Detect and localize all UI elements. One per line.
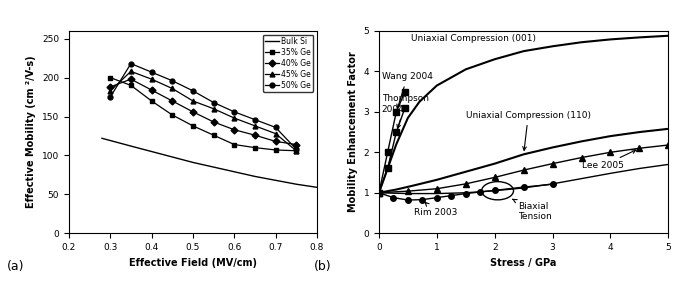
35% Ge xyxy=(168,113,176,117)
45% Ge xyxy=(271,132,280,135)
35% Ge xyxy=(230,143,238,146)
Bulk Si xyxy=(271,179,280,182)
35% Ge xyxy=(271,148,280,152)
35% Ge xyxy=(209,133,218,137)
Bulk Si xyxy=(313,186,321,189)
Legend: Bulk Si, 35% Ge, 40% Ge, 45% Ge, 50% Ge: Bulk Si, 35% Ge, 40% Ge, 45% Ge, 50% Ge xyxy=(263,35,313,92)
35% Ge xyxy=(147,99,156,103)
X-axis label: Stress / GPa: Stress / GPa xyxy=(491,257,557,268)
50% Ge xyxy=(147,71,156,74)
45% Ge xyxy=(251,124,259,128)
40% Ge xyxy=(189,110,197,114)
35% Ge xyxy=(127,84,135,87)
40% Ge xyxy=(251,133,259,137)
45% Ge xyxy=(230,116,238,120)
Bulk Si xyxy=(127,144,135,148)
Line: 40% Ge: 40% Ge xyxy=(107,77,299,147)
50% Ge xyxy=(168,79,176,82)
35% Ge xyxy=(251,146,259,149)
50% Ge xyxy=(292,148,300,151)
45% Ge xyxy=(106,89,114,92)
35% Ge xyxy=(106,76,114,79)
Text: Rim 2003: Rim 2003 xyxy=(413,203,457,217)
Bulk Si xyxy=(251,175,259,178)
35% Ge xyxy=(189,124,197,128)
45% Ge xyxy=(292,149,300,152)
40% Ge xyxy=(271,140,280,143)
Line: 45% Ge: 45% Ge xyxy=(107,69,299,153)
50% Ge xyxy=(251,118,259,121)
50% Ge xyxy=(230,110,238,114)
Y-axis label: Mobility Enhancement Factor: Mobility Enhancement Factor xyxy=(348,52,358,212)
Text: Lee 2005: Lee 2005 xyxy=(582,150,636,171)
35% Ge xyxy=(292,149,300,152)
40% Ge xyxy=(106,85,114,89)
40% Ge xyxy=(147,88,156,92)
Text: Uniaxial Compression (110): Uniaxial Compression (110) xyxy=(466,111,590,150)
Bulk Si xyxy=(98,137,106,140)
50% Ge xyxy=(106,95,114,99)
50% Ge xyxy=(127,62,135,65)
45% Ge xyxy=(127,70,135,73)
45% Ge xyxy=(168,87,176,90)
Bulk Si xyxy=(230,170,238,173)
45% Ge xyxy=(209,107,218,110)
50% Ge xyxy=(209,101,218,104)
Bulk Si xyxy=(168,155,176,159)
40% Ge xyxy=(168,99,176,103)
Bulk Si xyxy=(147,150,156,153)
40% Ge xyxy=(127,78,135,81)
Text: Biaxial
Tension: Biaxial Tension xyxy=(513,199,552,221)
Line: 50% Ge: 50% Ge xyxy=(107,61,299,152)
X-axis label: Effective Field (MV/cm): Effective Field (MV/cm) xyxy=(129,257,257,268)
40% Ge xyxy=(209,120,218,124)
40% Ge xyxy=(292,143,300,146)
Text: Thompson
2004: Thompson 2004 xyxy=(382,94,429,128)
Bulk Si xyxy=(292,183,300,186)
50% Ge xyxy=(271,126,280,129)
Text: (b): (b) xyxy=(313,260,331,273)
Bulk Si xyxy=(209,166,218,169)
50% Ge xyxy=(189,89,197,92)
Text: (a): (a) xyxy=(7,260,24,273)
40% Ge xyxy=(230,128,238,132)
Text: Uniaxial Compression (001): Uniaxial Compression (001) xyxy=(411,34,536,43)
45% Ge xyxy=(147,78,156,81)
Y-axis label: Effective Mobility (cm ²/V-s): Effective Mobility (cm ²/V-s) xyxy=(26,56,37,209)
45% Ge xyxy=(189,99,197,103)
Text: Wang 2004: Wang 2004 xyxy=(382,72,433,108)
Line: Bulk Si: Bulk Si xyxy=(102,138,317,187)
Line: 35% Ge: 35% Ge xyxy=(107,75,299,153)
Bulk Si xyxy=(189,161,197,164)
